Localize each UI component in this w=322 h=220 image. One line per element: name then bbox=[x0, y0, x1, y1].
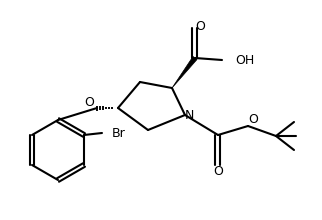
Text: O: O bbox=[213, 165, 223, 178]
Text: O: O bbox=[248, 112, 258, 125]
Text: OH: OH bbox=[235, 53, 254, 66]
Text: N: N bbox=[184, 108, 194, 121]
Text: Br: Br bbox=[112, 126, 126, 139]
Text: O: O bbox=[195, 20, 205, 33]
Text: O: O bbox=[84, 95, 94, 108]
Polygon shape bbox=[172, 57, 197, 88]
